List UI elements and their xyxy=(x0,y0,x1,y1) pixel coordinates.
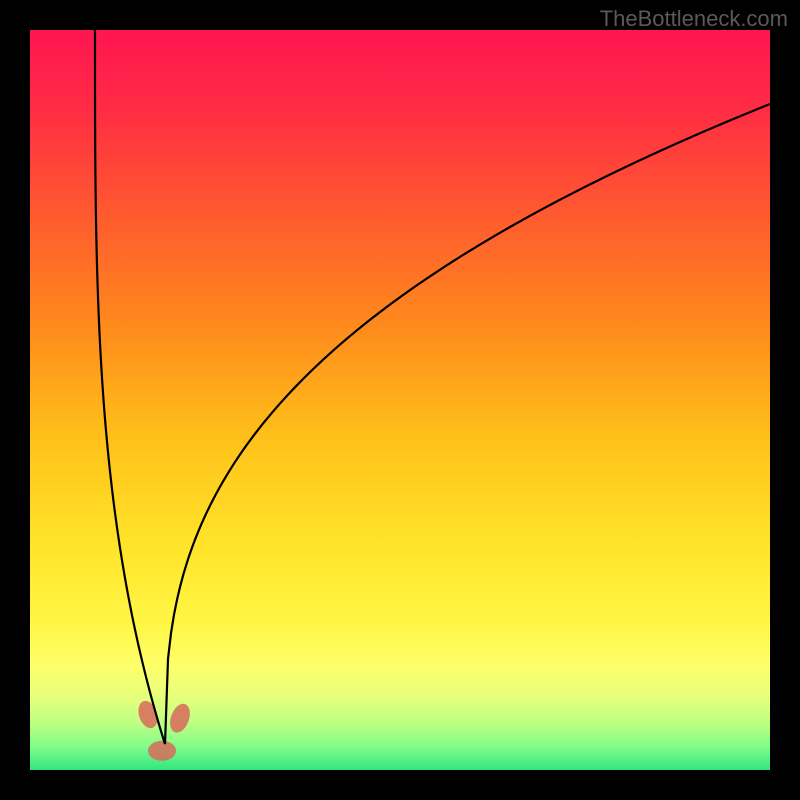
chart-frame: TheBottleneck.com xyxy=(0,0,800,800)
watermark-text: TheBottleneck.com xyxy=(600,6,788,32)
valley-blob xyxy=(148,741,176,761)
bottleneck-chart xyxy=(30,30,770,770)
plot-area xyxy=(30,30,770,770)
